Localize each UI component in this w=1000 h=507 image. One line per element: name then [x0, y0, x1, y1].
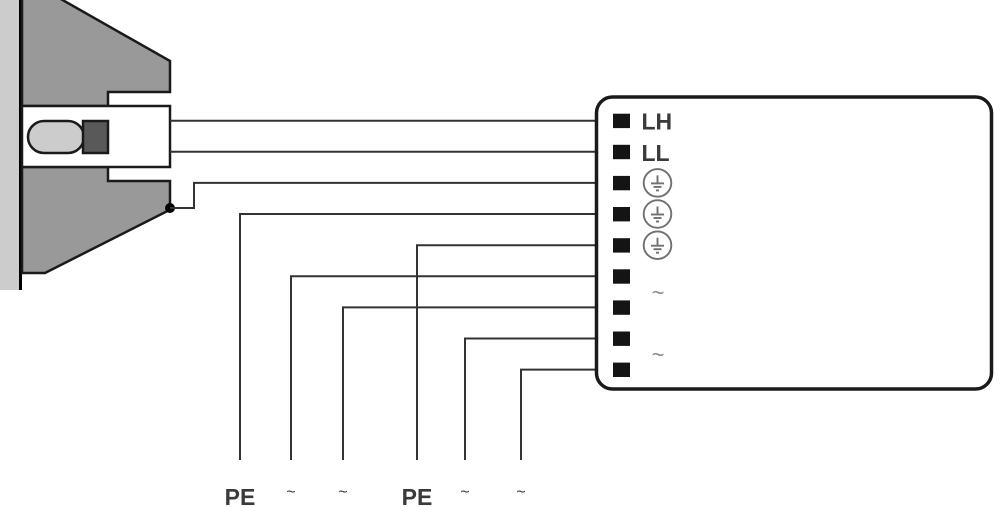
- svg-text:~: ~: [338, 484, 347, 501]
- svg-text:PE: PE: [225, 484, 256, 507]
- svg-text:~: ~: [516, 484, 525, 501]
- svg-text:LL: LL: [642, 140, 670, 166]
- svg-text:LH: LH: [642, 109, 673, 135]
- svg-text:~: ~: [286, 484, 295, 501]
- svg-text:~: ~: [652, 342, 665, 367]
- svg-text:PE: PE: [402, 484, 433, 507]
- svg-text:~: ~: [652, 280, 665, 305]
- svg-text:~: ~: [460, 484, 469, 501]
